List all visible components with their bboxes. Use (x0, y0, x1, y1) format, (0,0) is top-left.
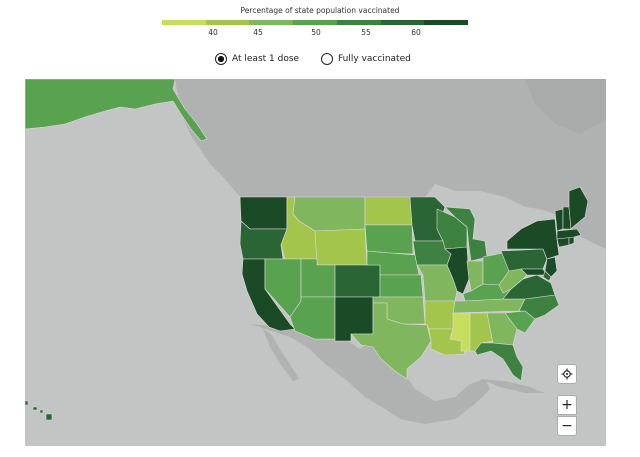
vaccination-map[interactable] (25, 79, 606, 446)
state-ME (568, 186, 589, 230)
state-PA (500, 248, 548, 272)
legend-tick: 60 (411, 28, 421, 37)
state-MD (520, 268, 548, 276)
state-SD (364, 224, 414, 255)
state-NJ (544, 256, 558, 278)
crosshair-icon (561, 368, 573, 380)
state-HI (25, 400, 53, 421)
legend-swatch (293, 20, 337, 25)
land-baja (263, 329, 299, 381)
first-dose-toggle[interactable]: At least 1 dose (215, 50, 299, 68)
state-FL (474, 342, 524, 382)
legend-swatch (424, 20, 469, 25)
zoom-in-button[interactable]: + (558, 396, 576, 414)
land-cuba (480, 379, 545, 393)
legend-swatch (380, 20, 425, 25)
legend-tick: 40 (208, 28, 218, 37)
state-AR (424, 300, 456, 330)
legend-title: Percentage of state population vaccinate… (240, 6, 400, 15)
first-dose-radio[interactable] (215, 53, 227, 65)
legend-swatch (162, 20, 206, 25)
state-WY (314, 228, 368, 266)
state-GA (486, 312, 518, 346)
basemap-land (175, 79, 606, 424)
state-SC (504, 310, 536, 334)
legend-ticks: 40 45 50 55 60 (162, 28, 468, 40)
fully-vaccinated-label: Fully vaccinated (338, 54, 411, 64)
state-CO (334, 264, 381, 298)
legend-swatch (249, 20, 294, 25)
state-shapes (25, 79, 589, 421)
first-dose-label: At least 1 dose (232, 54, 300, 64)
locate-button[interactable] (558, 365, 576, 383)
state-DE (542, 270, 552, 282)
land-greenland (525, 79, 606, 134)
state-IL (444, 246, 470, 295)
fully-vaccinated-toggle[interactable]: Fully vaccinated (321, 50, 411, 68)
state-MA (556, 228, 582, 240)
state-KS (379, 274, 424, 298)
map-canvas (25, 79, 606, 424)
zoom-out-button[interactable]: − (558, 417, 576, 435)
state-UT (300, 258, 336, 298)
legend-tick: 45 (253, 28, 263, 37)
state-NY (506, 218, 560, 260)
state-RI (568, 236, 575, 246)
state-OR (239, 220, 288, 260)
state-WA (239, 196, 288, 230)
state-TX (350, 302, 432, 380)
legend-tick: 50 (311, 28, 321, 37)
state-TN (452, 298, 526, 314)
state-VT (554, 208, 564, 232)
land-mexico (250, 324, 490, 424)
legend: Percentage of state population vaccinate… (0, 0, 640, 45)
state-ND (364, 196, 413, 226)
legend-swatch (336, 20, 381, 25)
fully-vaccinated-radio[interactable] (321, 53, 333, 65)
legend-swatch (205, 20, 250, 25)
state-AK (25, 79, 208, 142)
legend-tick: 55 (361, 28, 371, 37)
legend-color-scale (162, 20, 469, 25)
land-canada (175, 79, 606, 249)
